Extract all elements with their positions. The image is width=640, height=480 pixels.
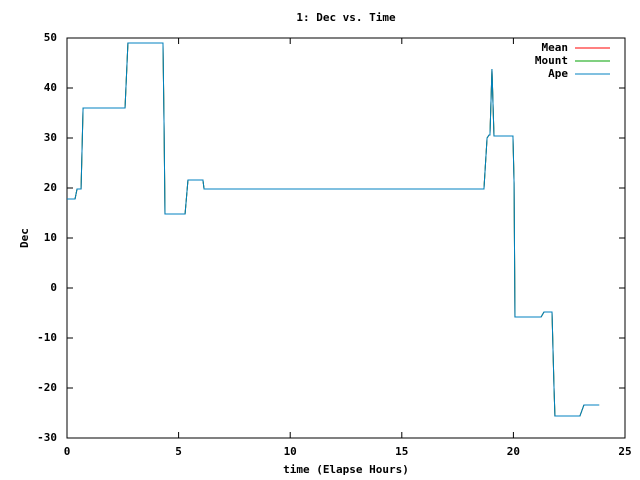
y-tick-label: -30 xyxy=(37,431,57,444)
y-tick-label: 30 xyxy=(44,131,57,144)
x-axis-label: time (Elapse Hours) xyxy=(283,463,409,476)
x-tick-label: 0 xyxy=(64,445,71,458)
legend-label: Mean xyxy=(542,41,569,54)
x-tick-label: 20 xyxy=(507,445,520,458)
legend-label: Ape xyxy=(548,67,568,80)
series-line xyxy=(67,42,600,417)
chart-title: 1: Dec vs. Time xyxy=(296,11,396,24)
y-tick-label: -10 xyxy=(37,331,57,344)
series-line xyxy=(67,42,600,417)
y-tick-label: 10 xyxy=(44,231,57,244)
y-axis-label: Dec xyxy=(18,228,31,248)
x-tick-label: 25 xyxy=(618,445,631,458)
y-tick-label: 40 xyxy=(44,81,57,94)
x-tick-label: 15 xyxy=(395,445,408,458)
plot-frame xyxy=(66,37,626,439)
y-tick-label: 20 xyxy=(44,181,57,194)
y-tick-label: 0 xyxy=(50,281,57,294)
y-tick-label: -20 xyxy=(37,381,57,394)
x-tick-label: 10 xyxy=(284,445,297,458)
x-tick-label: 5 xyxy=(175,445,182,458)
y-tick-label: 50 xyxy=(44,31,57,44)
series-line xyxy=(67,42,600,417)
legend-label: Mount xyxy=(535,54,568,67)
